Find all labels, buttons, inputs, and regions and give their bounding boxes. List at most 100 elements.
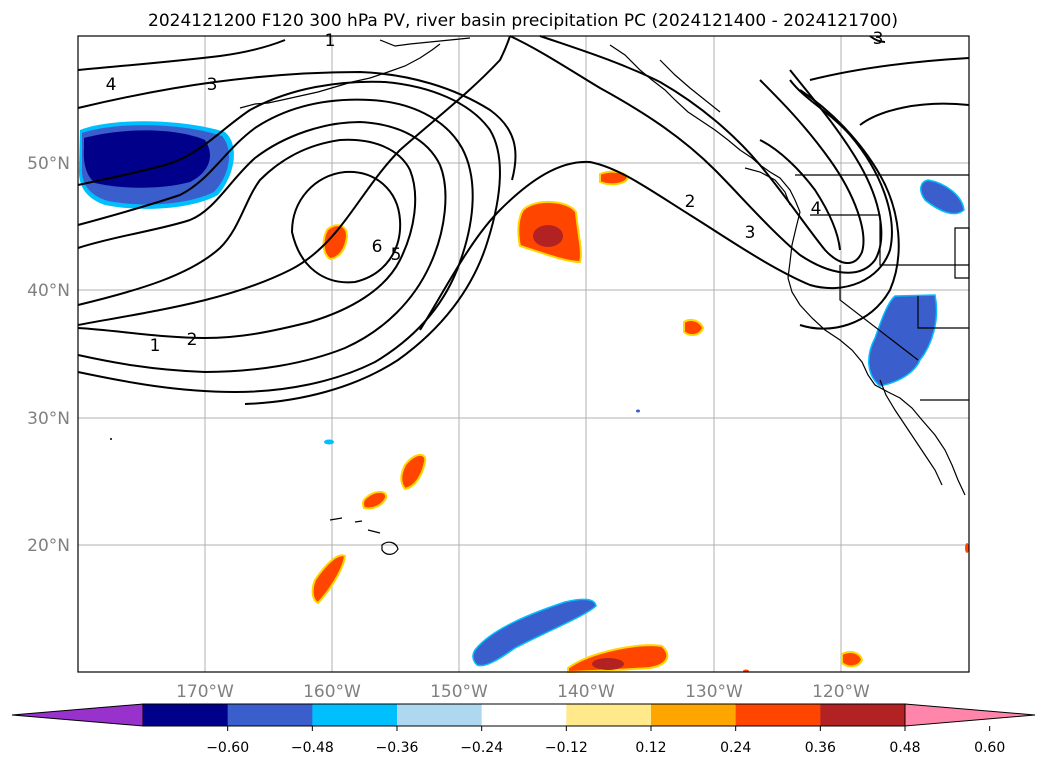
contour-line [539, 35, 865, 264]
precip-region [683, 319, 705, 337]
contour-line [759, 139, 841, 251]
precip-region [400, 453, 427, 491]
map-frame [77, 35, 970, 673]
baja-coast [879, 379, 943, 486]
precip-region [868, 294, 938, 387]
contour-line [509, 35, 883, 274]
contour-line [77, 138, 417, 340]
contour-labels: 1 2 3 4 5 6 2 3 4 1 3 [106, 29, 884, 356]
lon-label: 170°W [176, 682, 234, 702]
contour-label: 4 [106, 75, 117, 95]
us-west-coast [787, 211, 966, 496]
hawaii-island [329, 517, 343, 521]
coastlines [110, 37, 970, 555]
contour-label: 2 [187, 330, 198, 350]
colorbar-tick-label: −0.24 [460, 740, 503, 756]
contour-line [419, 79, 893, 331]
precip-region [362, 490, 388, 510]
precip-region [636, 409, 640, 413]
colorbar-segment [227, 704, 313, 726]
latitude-labels: 50°N 40°N 30°N 20°N [27, 154, 70, 556]
contour-line [859, 102, 970, 126]
lon-label: 120°W [812, 682, 870, 702]
lat-label: 40°N [27, 281, 70, 301]
precip-region [324, 439, 334, 445]
contour-line [77, 80, 501, 405]
colorbar-segment [820, 704, 906, 726]
hawaii-island [367, 529, 381, 534]
contour-line [77, 70, 517, 181]
vancouver-island [744, 167, 791, 206]
bc-coast [609, 44, 801, 213]
longitude-labels: 170°W 160°W 150°W 140°W 130°W 120°W [176, 682, 870, 702]
aleutian-coast [239, 43, 441, 109]
colorbar-tick-label: 0.36 [805, 740, 836, 756]
contour-label: 2 [685, 192, 696, 212]
colorbar-tick-label: −0.48 [291, 740, 334, 756]
colorbar-extend-min [11, 703, 144, 727]
map-panel: 1 2 3 4 5 6 2 3 4 1 3 [77, 29, 970, 674]
precip-region [472, 598, 597, 667]
islet [110, 438, 112, 440]
precip-region [920, 179, 965, 215]
precip-region [533, 225, 563, 247]
precip-region [599, 170, 630, 186]
state-border [839, 265, 919, 361]
contour-line [77, 98, 474, 394]
state-border [810, 214, 969, 266]
contour-label: 6 [372, 237, 383, 257]
contour-line [77, 120, 447, 374]
colorbar-tick-label: −0.12 [545, 740, 588, 756]
alaska-coast [379, 37, 471, 47]
lon-label: 150°W [430, 682, 488, 702]
precip-region [83, 130, 210, 188]
state-border [917, 296, 969, 329]
contour-label: 3 [207, 75, 218, 95]
graticule [78, 36, 969, 672]
contour-line [799, 89, 900, 330]
colorbar-segment [312, 704, 398, 726]
contour-line [809, 57, 970, 81]
precip-region [592, 658, 624, 670]
colorbar-segment [566, 704, 652, 726]
colorbar-segment [397, 704, 483, 726]
hawaii-big-island [381, 541, 399, 555]
contour-line [77, 35, 511, 326]
precip-positive [311, 170, 969, 674]
lon-label: 160°W [303, 682, 361, 702]
precip-region [841, 651, 864, 668]
precip-region [311, 554, 347, 605]
colorbar-frame [142, 703, 906, 727]
contour-label: 4 [811, 199, 822, 219]
lat-label: 50°N [27, 154, 70, 174]
precip-negative [78, 121, 965, 667]
contour-label: 1 [325, 31, 336, 51]
contour-label: 3 [873, 29, 884, 49]
colorbar-segment [481, 704, 567, 726]
lon-label: 140°W [557, 682, 615, 702]
lat-label: 20°N [27, 536, 70, 556]
hawaii-island [354, 520, 363, 523]
contour-line [869, 35, 886, 43]
colorbar-tick-label: 0.48 [889, 740, 920, 756]
colorbar-tick-label: 0.60 [974, 740, 1005, 756]
lat-label: 30°N [27, 409, 70, 429]
colorbar-tick-label: −0.36 [376, 740, 419, 756]
contour-label: 1 [150, 336, 161, 356]
lon-label: 130°W [685, 682, 743, 702]
colorbar-segment [651, 704, 737, 726]
colorbar-tick-label: 0.24 [720, 740, 751, 756]
colorbar: −0.60 −0.48 −0.36 −0.24 −0.12 0.12 0.24 0.36 0.4… [11, 703, 1036, 756]
contour-line [77, 39, 286, 71]
contour-line [290, 170, 402, 284]
precip-region [965, 543, 969, 553]
alaska-panhandle-islands [659, 59, 721, 113]
pv-contours [77, 35, 970, 405]
colorbar-extend-max [904, 703, 1036, 727]
colorbar-tick-label: −0.60 [206, 740, 249, 756]
colorbar-segment [735, 704, 821, 726]
map-title: 2024121200 F120 300 hPa PV, river basin … [148, 11, 898, 31]
colorbar-segment [143, 704, 229, 726]
contour-label: 5 [391, 245, 402, 265]
